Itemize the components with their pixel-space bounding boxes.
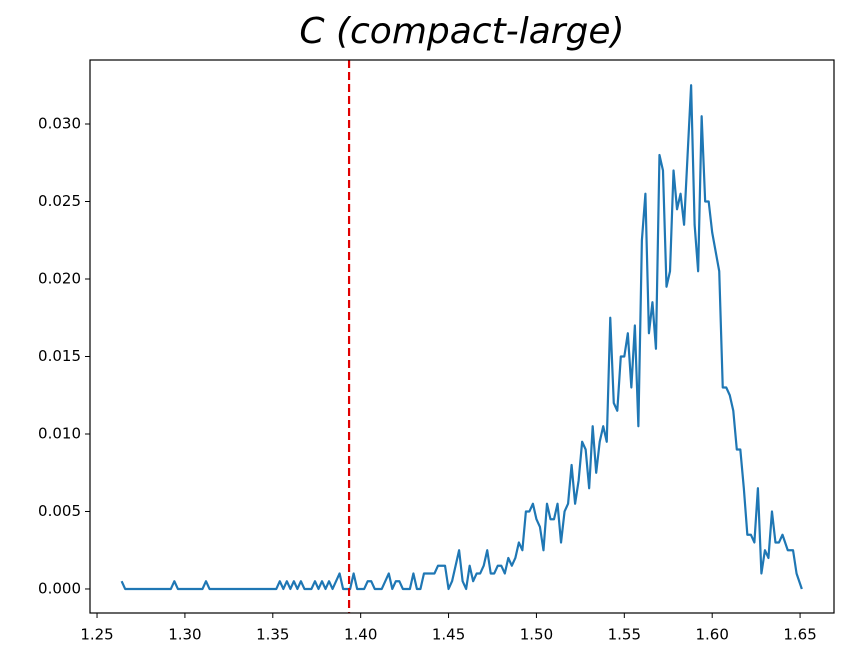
y-tick-label: 0.005 [38, 502, 81, 520]
x-tick-label: 1.30 [168, 626, 201, 644]
x-tick-label: 1.60 [695, 626, 728, 644]
y-tick-label: 0.010 [38, 424, 81, 442]
y-tick-label: 0.025 [38, 192, 81, 210]
y-tick-label: 0.030 [38, 115, 81, 133]
x-tick-label: 1.25 [80, 626, 113, 644]
y-tick-label: 0.015 [38, 347, 81, 365]
x-tick-label: 1.50 [520, 626, 553, 644]
x-tick-label: 1.45 [432, 626, 465, 644]
x-tick-label: 1.65 [783, 626, 816, 644]
data-line [120, 84, 803, 591]
chart-title: C (compact-large) [299, 11, 624, 52]
x-tick-label: 1.55 [608, 626, 641, 644]
x-tick-label: 1.40 [344, 626, 377, 644]
y-tick-label: 0.020 [38, 269, 81, 287]
plot-frame [89, 59, 835, 614]
y-tick-label: 0.000 [38, 579, 81, 597]
x-tick-label: 1.35 [256, 626, 289, 644]
